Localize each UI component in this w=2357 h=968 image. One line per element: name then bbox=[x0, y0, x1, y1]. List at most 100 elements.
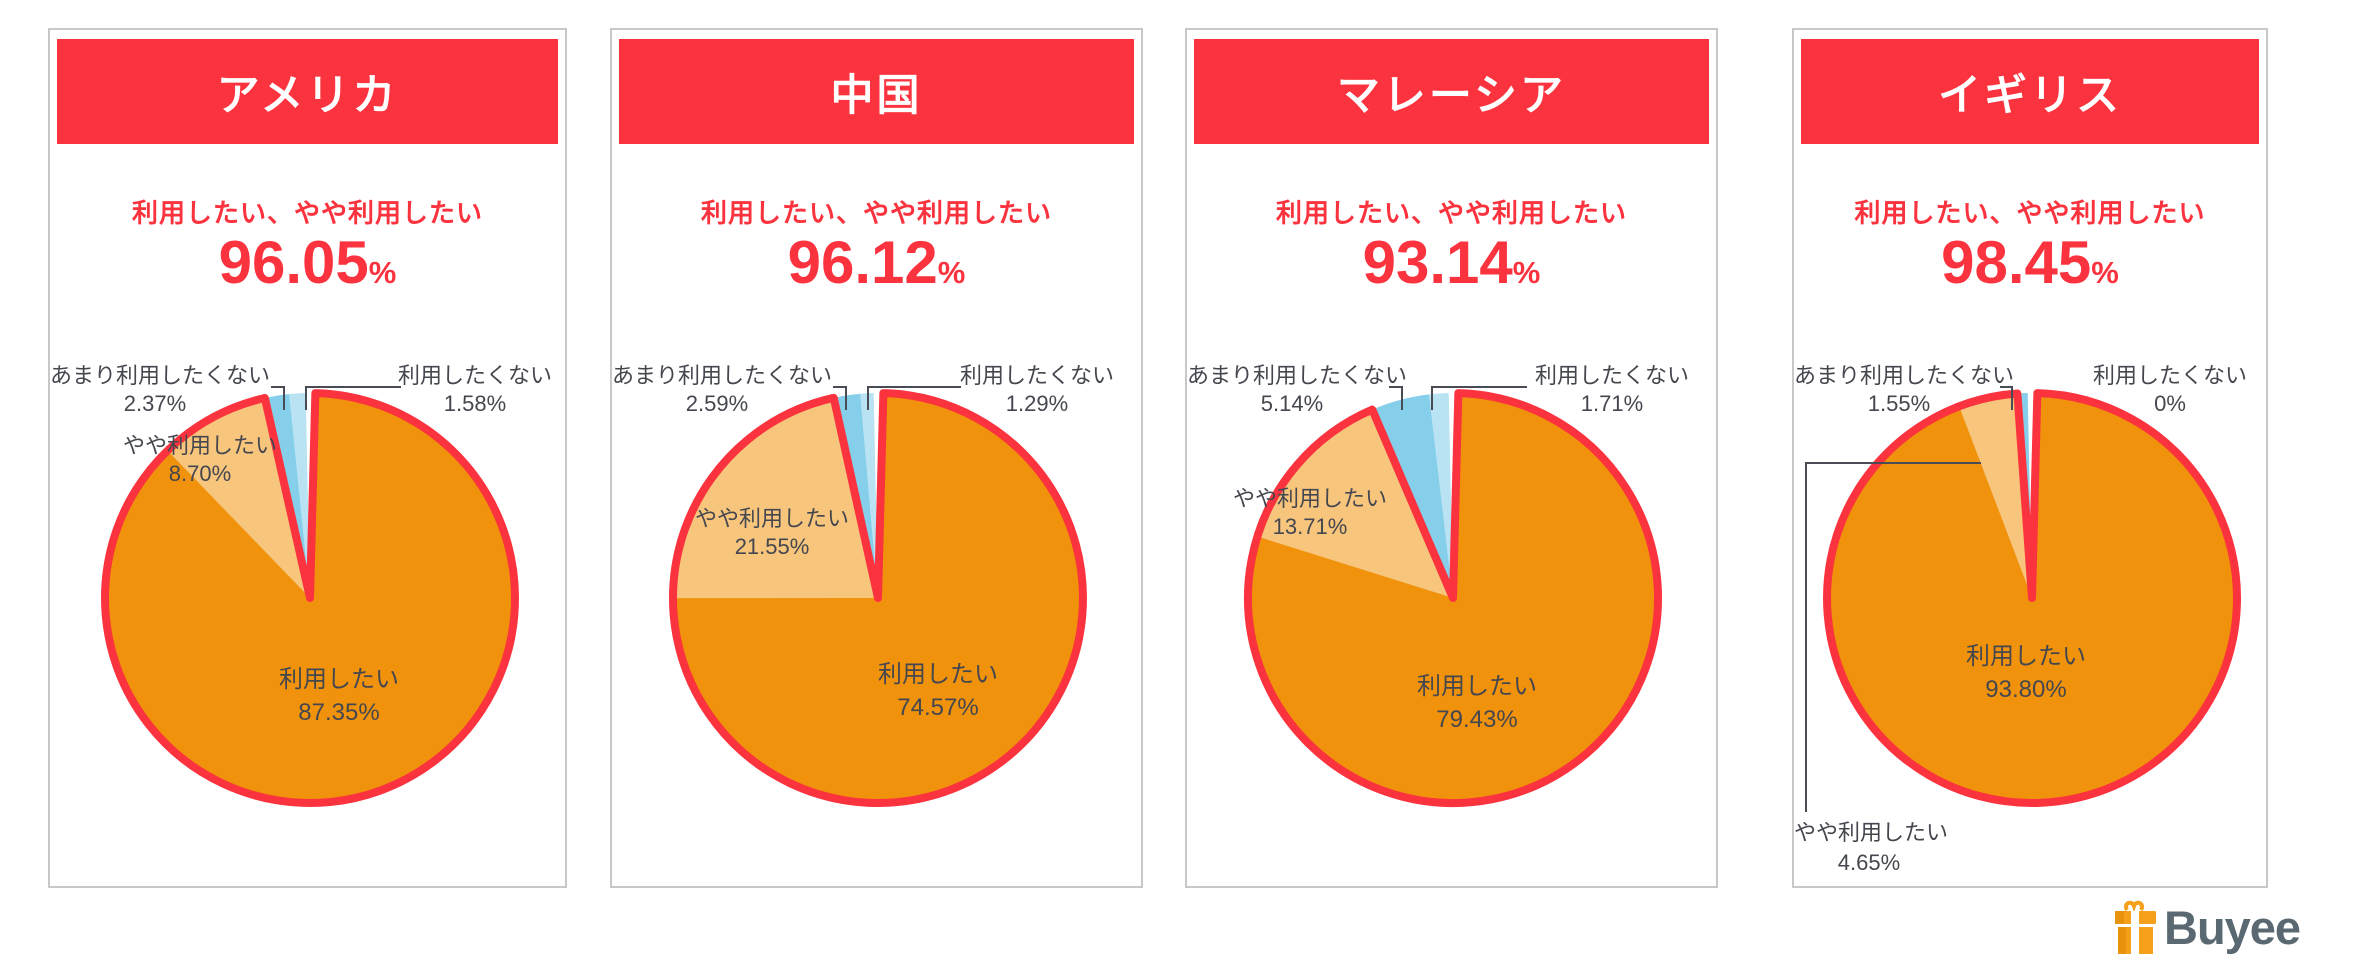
callout-somewhat-negative: あまり利用したくない 2.37% bbox=[50, 362, 271, 418]
slice-name: あまり利用したくない bbox=[1794, 363, 2015, 388]
buyee-logo-text: Buyee bbox=[2164, 901, 2301, 954]
positive-total: 98.45% bbox=[1794, 230, 2266, 296]
leader-line bbox=[1389, 386, 1403, 388]
positive-total: 96.12% bbox=[612, 230, 1141, 296]
leader-line bbox=[1805, 462, 1981, 464]
country-title-bar: イギリス bbox=[1801, 39, 2259, 144]
percent-sign: % bbox=[937, 255, 966, 290]
callout-somewhat-positive: やや利用したい 13.71% bbox=[1215, 485, 1405, 541]
percent-sign: % bbox=[1512, 255, 1541, 290]
pie-chart bbox=[669, 389, 1087, 807]
slice-percent: 1.29% bbox=[1005, 391, 1069, 416]
callout-somewhat-positive: やや利用したい 8.70% bbox=[105, 432, 295, 488]
slice-name: やや利用したい bbox=[1794, 820, 1949, 845]
positive-total-value: 98.45 bbox=[1941, 229, 2092, 296]
slice-label-positive: 利用したい 87.35% bbox=[239, 663, 439, 729]
country-panel-usa: アメリカ 利用したい、やや利用したい 96.05% あまり利用したくない 2.3… bbox=[48, 28, 567, 888]
callout-somewhat-positive: やや利用したい 4.65% bbox=[1794, 818, 1949, 878]
callout-negative: 利用したくない 1.29% bbox=[957, 362, 1117, 418]
slice-percent: 13.71% bbox=[1272, 514, 1348, 539]
leader-line bbox=[271, 386, 285, 388]
slice-percent: 8.70% bbox=[168, 461, 232, 486]
positive-group-subtitle: 利用したい、やや利用したい bbox=[700, 198, 1052, 228]
leader-line bbox=[283, 386, 285, 410]
slice-percent: 87.35% bbox=[298, 699, 380, 726]
positive-total-value: 93.14 bbox=[1362, 229, 1513, 296]
callout-somewhat-negative: あまり利用したくない 2.59% bbox=[612, 362, 833, 418]
slice-percent: 5.14% bbox=[1260, 391, 1324, 416]
slice-name: やや利用したい bbox=[694, 506, 849, 531]
slice-label-positive: 利用したい 79.43% bbox=[1377, 670, 1577, 736]
slice-name: やや利用したい bbox=[1232, 486, 1387, 511]
positive-total: 93.14% bbox=[1187, 230, 1716, 296]
slice-percent: 1.58% bbox=[443, 391, 507, 416]
slice-name: 利用したい bbox=[1417, 673, 1537, 700]
slice-percent: 1.55% bbox=[1867, 391, 1931, 416]
country-panel-uk: イギリス 利用したい、やや利用したい 98.45% あまり利用したくない 1.5… bbox=[1792, 28, 2268, 888]
pie-chart bbox=[1823, 389, 2241, 807]
percent-sign: % bbox=[368, 255, 397, 290]
slice-name: 利用したい bbox=[1966, 643, 2086, 670]
country-title-bar: アメリカ bbox=[57, 39, 558, 144]
leader-line bbox=[833, 386, 847, 388]
slice-percent: 21.55% bbox=[734, 534, 810, 559]
slice-percent: 93.80% bbox=[1985, 676, 2067, 703]
positive-total-value: 96.12 bbox=[787, 229, 938, 296]
country-panel-malaysia: マレーシア 利用したい、やや利用したい 93.14% あまり利用したくない 5.… bbox=[1185, 28, 1718, 888]
slice-name: 利用したい bbox=[279, 666, 399, 693]
country-title: マレーシア bbox=[1336, 71, 1567, 120]
positive-total-value: 96.05 bbox=[218, 229, 369, 296]
leader-line bbox=[867, 386, 961, 388]
slice-percent: 4.65% bbox=[1837, 850, 1901, 875]
slice-name: 利用したくない bbox=[1534, 363, 1689, 388]
callout-negative: 利用したくない 0% bbox=[2090, 362, 2250, 418]
slice-percent: 2.37% bbox=[123, 391, 187, 416]
country-panel-china: 中国 利用したい、やや利用したい 96.12% あまり利用したくない 2.59%… bbox=[610, 28, 1143, 888]
leader-line bbox=[305, 386, 307, 410]
buyee-gift-box-icon bbox=[2115, 900, 2156, 954]
slice-name: あまり利用したくない bbox=[50, 363, 271, 388]
slice-name: 利用したくない bbox=[2092, 363, 2247, 388]
slice-name: あまり利用したくない bbox=[1187, 363, 1408, 388]
positive-group-subtitle: 利用したい、やや利用したい bbox=[131, 198, 483, 228]
callout-negative: 利用したくない 1.71% bbox=[1532, 362, 1692, 418]
leader-line bbox=[1433, 386, 1527, 388]
leader-line bbox=[1805, 462, 1807, 812]
country-title-bar: 中国 bbox=[619, 39, 1134, 144]
slice-name: 利用したい bbox=[878, 661, 998, 688]
callout-negative: 利用したくない 1.58% bbox=[395, 362, 555, 418]
slice-percent: 79.43% bbox=[1436, 706, 1518, 733]
pie-chart bbox=[101, 389, 519, 807]
positive-total: 96.05% bbox=[50, 230, 565, 296]
slice-name: あまり利用したくない bbox=[612, 363, 833, 388]
leader-line bbox=[2000, 386, 2013, 388]
country-title-bar: マレーシア bbox=[1194, 39, 1709, 144]
callout-somewhat-negative: あまり利用したくない 1.55% bbox=[1794, 362, 2015, 418]
callout-somewhat-positive: やや利用したい 21.55% bbox=[677, 505, 867, 561]
positive-group-subtitle: 利用したい、やや利用したい bbox=[1275, 198, 1627, 228]
slice-percent: 2.59% bbox=[685, 391, 749, 416]
slice-label-positive: 利用したい 93.80% bbox=[1926, 640, 2126, 706]
slice-name: 利用したくない bbox=[959, 363, 1114, 388]
country-title: アメリカ bbox=[216, 71, 399, 120]
slice-label-positive: 利用したい 74.57% bbox=[838, 658, 1038, 724]
pie-chart bbox=[1244, 389, 1662, 807]
slice-percent: 0% bbox=[2154, 391, 2186, 416]
leader-line bbox=[867, 386, 869, 410]
slice-name: やや利用したい bbox=[122, 433, 277, 458]
callout-somewhat-negative: あまり利用したくない 5.14% bbox=[1187, 362, 1408, 418]
leader-line bbox=[307, 386, 401, 388]
country-title: イギリス bbox=[1938, 71, 2122, 120]
leader-line bbox=[1401, 386, 1403, 410]
percent-sign: % bbox=[2091, 255, 2119, 290]
leader-line bbox=[2011, 386, 2013, 410]
slice-percent: 1.71% bbox=[1580, 391, 1644, 416]
leader-line bbox=[1431, 386, 1433, 410]
slice-name: 利用したくない bbox=[397, 363, 552, 388]
buyee-logo: Buyee bbox=[2112, 898, 2301, 958]
positive-group-subtitle: 利用したい、やや利用したい bbox=[1854, 198, 2206, 228]
slice-percent: 74.57% bbox=[897, 694, 979, 721]
leader-line bbox=[845, 386, 847, 410]
country-title: 中国 bbox=[830, 71, 923, 120]
